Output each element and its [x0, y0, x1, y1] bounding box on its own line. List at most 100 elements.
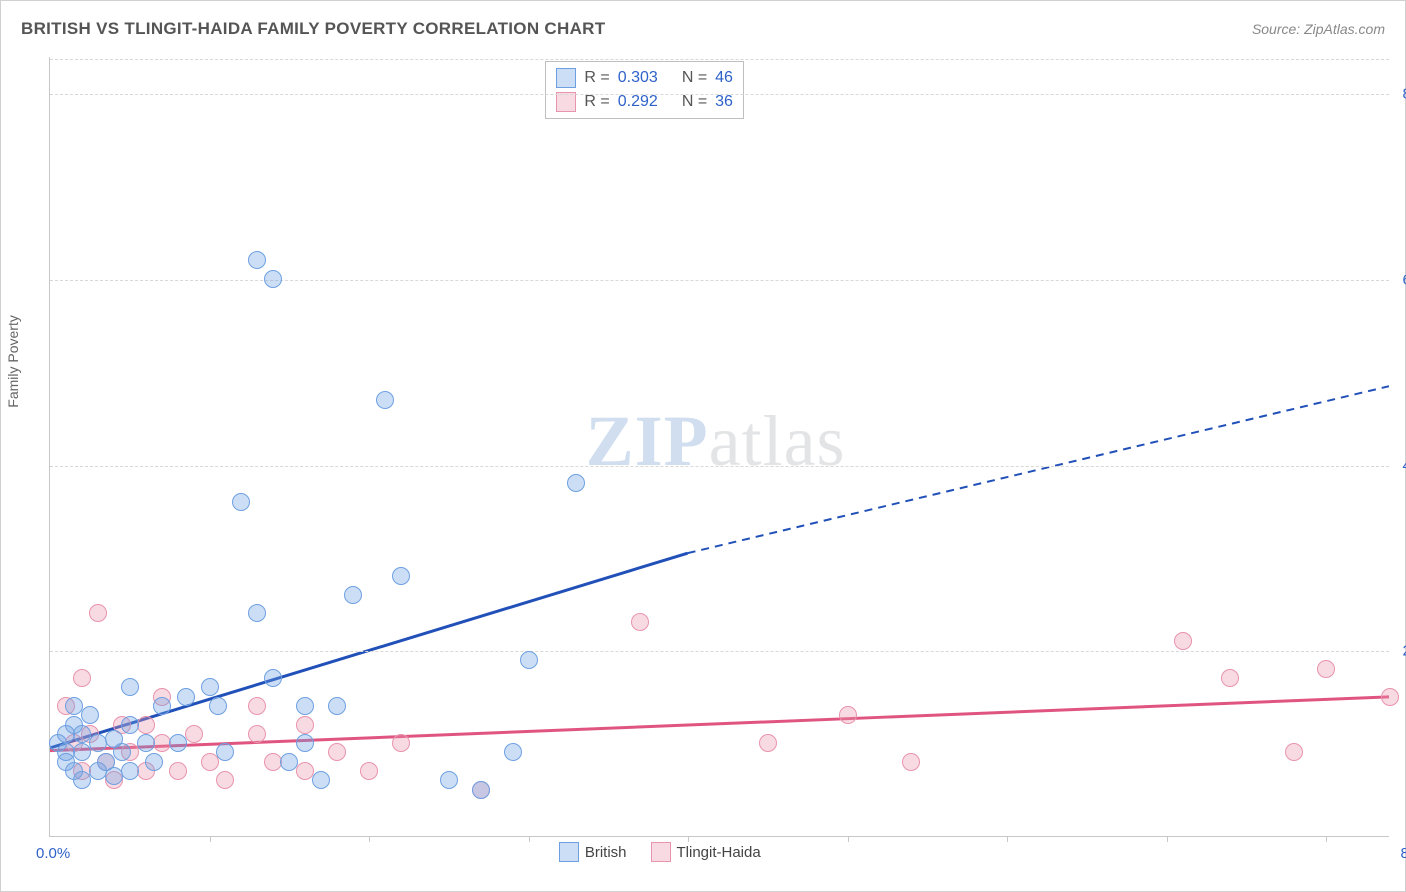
x-tick — [210, 836, 211, 842]
data-point-tlingit — [631, 613, 649, 631]
y-axis-label: Family Poverty — [5, 315, 21, 408]
x-tick — [848, 836, 849, 842]
data-point-british — [232, 493, 250, 511]
title-row: BRITISH VS TLINGIT-HAIDA FAMILY POVERTY … — [21, 19, 1385, 39]
data-point-tlingit — [1317, 660, 1335, 678]
y-tick-label: 40.0% — [1402, 457, 1406, 474]
data-point-british — [376, 391, 394, 409]
legend-stats-row-british: R = 0.303 N = 46 — [556, 66, 733, 90]
x-tick — [369, 836, 370, 842]
data-point-tlingit — [89, 604, 107, 622]
data-point-british — [73, 771, 91, 789]
data-point-tlingit — [839, 706, 857, 724]
x-tick — [688, 836, 689, 842]
x-axis-min-label: 0.0% — [36, 845, 70, 862]
data-point-british — [209, 697, 227, 715]
data-point-british — [177, 688, 195, 706]
data-point-british — [296, 734, 314, 752]
gridline — [50, 280, 1389, 281]
legend-stats: R = 0.303 N = 46 R = 0.292 N = 36 — [545, 61, 744, 119]
data-point-british — [169, 734, 187, 752]
n-label: N = — [682, 69, 707, 87]
data-point-british — [328, 697, 346, 715]
data-point-british — [81, 706, 99, 724]
series-label-british: British — [585, 844, 627, 861]
data-point-british — [121, 762, 139, 780]
data-point-british — [344, 586, 362, 604]
data-point-tlingit — [1285, 743, 1303, 761]
watermark-bold: ZIP — [586, 401, 709, 481]
x-tick — [1167, 836, 1168, 842]
data-point-british — [312, 771, 330, 789]
r-value-british: 0.303 — [618, 69, 658, 87]
data-point-tlingit — [73, 669, 91, 687]
gridline — [50, 94, 1389, 95]
data-point-tlingit — [137, 716, 155, 734]
n-label: N = — [682, 93, 707, 111]
data-point-british — [113, 743, 131, 761]
data-point-tlingit — [1381, 688, 1399, 706]
data-point-british — [137, 734, 155, 752]
data-point-british — [248, 251, 266, 269]
data-point-british — [264, 270, 282, 288]
data-point-british — [216, 743, 234, 761]
gridline — [50, 59, 1389, 60]
legend-item-british: British — [559, 842, 627, 862]
gridline — [50, 651, 1389, 652]
data-point-british — [145, 753, 163, 771]
swatch-british — [556, 68, 576, 88]
x-tick — [529, 836, 530, 842]
data-point-tlingit — [392, 734, 410, 752]
data-point-tlingit — [216, 771, 234, 789]
r-value-tlingit: 0.292 — [618, 93, 658, 111]
n-value-tlingit: 36 — [715, 93, 733, 111]
plot-area: ZIPatlas R = 0.303 N = 46 R = 0.292 N = … — [49, 57, 1389, 837]
data-point-tlingit — [201, 753, 219, 771]
watermark-light: atlas — [709, 401, 846, 481]
data-point-tlingit — [248, 697, 266, 715]
data-point-british — [153, 697, 171, 715]
watermark: ZIPatlas — [586, 400, 846, 483]
data-point-british — [504, 743, 522, 761]
data-point-british — [440, 771, 458, 789]
data-point-tlingit — [1221, 669, 1239, 687]
x-tick — [1007, 836, 1008, 842]
data-point-british — [280, 753, 298, 771]
data-point-tlingit — [1174, 632, 1192, 650]
legend-series: British Tlingit-Haida — [559, 842, 761, 862]
y-tick-label: 20.0% — [1402, 643, 1406, 660]
data-point-british — [73, 743, 91, 761]
data-point-british — [392, 567, 410, 585]
x-axis-max-label: 80.0% — [1400, 845, 1406, 862]
regression-lines — [50, 57, 1389, 836]
chart-title: BRITISH VS TLINGIT-HAIDA FAMILY POVERTY … — [21, 19, 605, 39]
swatch-british — [559, 842, 579, 862]
data-point-british — [264, 669, 282, 687]
source-label: Source: ZipAtlas.com — [1252, 21, 1385, 37]
data-point-british — [121, 716, 139, 734]
data-point-tlingit — [169, 762, 187, 780]
data-point-tlingit — [759, 734, 777, 752]
data-point-tlingit — [360, 762, 378, 780]
data-point-british — [121, 678, 139, 696]
gridline — [50, 466, 1389, 467]
y-tick-label: 80.0% — [1402, 86, 1406, 103]
swatch-tlingit — [651, 842, 671, 862]
data-point-british — [296, 697, 314, 715]
data-point-british — [472, 781, 490, 799]
data-point-british — [201, 678, 219, 696]
n-value-british: 46 — [715, 69, 733, 87]
data-point-british — [520, 651, 538, 669]
r-label: R = — [584, 93, 609, 111]
series-label-tlingit: Tlingit-Haida — [677, 844, 761, 861]
data-point-british — [248, 604, 266, 622]
r-label: R = — [584, 69, 609, 87]
chart-container: BRITISH VS TLINGIT-HAIDA FAMILY POVERTY … — [0, 0, 1406, 892]
data-point-tlingit — [328, 743, 346, 761]
data-point-tlingit — [902, 753, 920, 771]
data-point-tlingit — [296, 716, 314, 734]
data-point-tlingit — [248, 725, 266, 743]
x-tick — [1326, 836, 1327, 842]
data-point-british — [567, 474, 585, 492]
y-tick-label: 60.0% — [1402, 271, 1406, 288]
